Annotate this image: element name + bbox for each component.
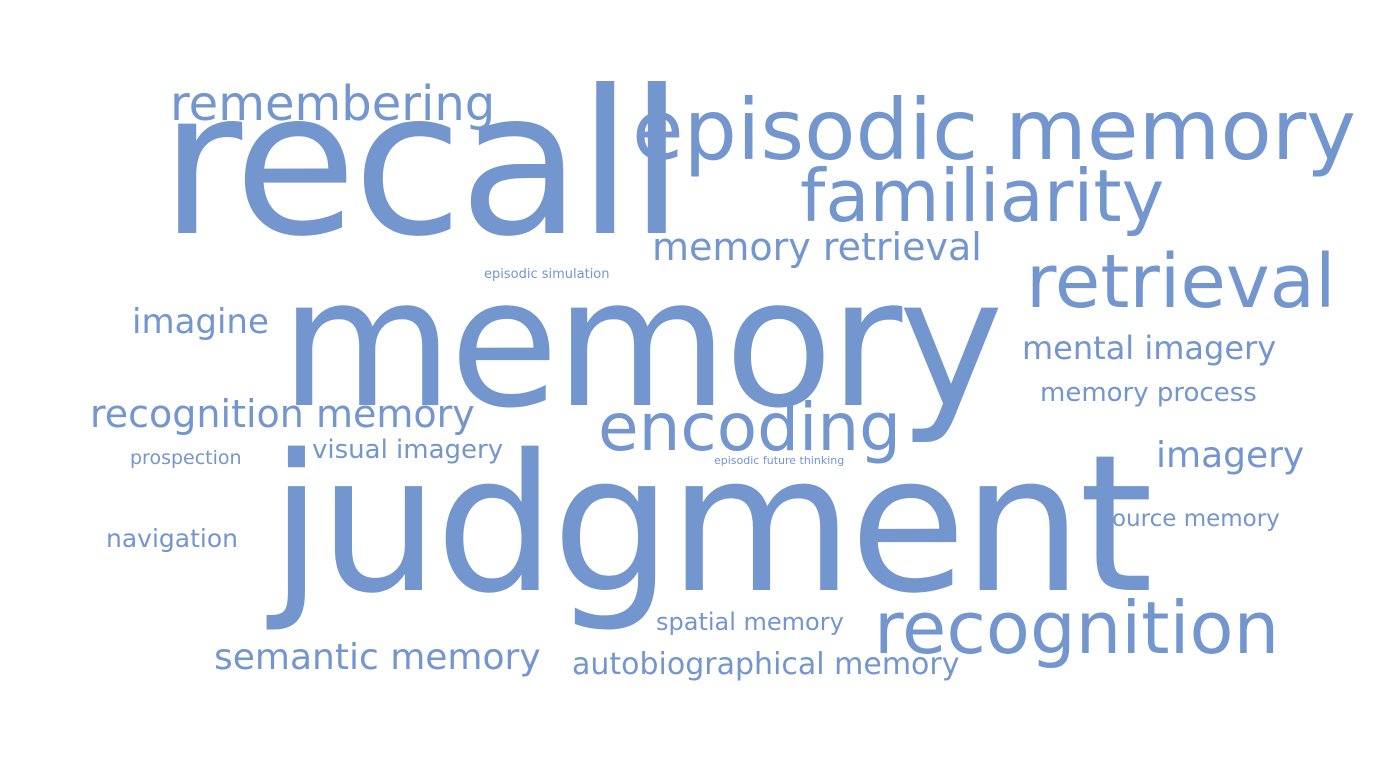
word-familiarity: familiarity (800, 154, 1165, 238)
word-episodic-memory: episodic memory (632, 81, 1357, 179)
word-judgment: judgment (270, 414, 1153, 635)
word-episodic-simulation: episodic simulation (484, 267, 610, 282)
word-episodic-future-thinking: episodic future thinking (714, 454, 845, 467)
word-spatial-memory: spatial memory (656, 608, 844, 636)
word-memory: memory (280, 240, 1004, 447)
word-encoding: encoding (598, 389, 902, 466)
word-remembering: remembering (170, 76, 496, 132)
word-recall: recall (160, 48, 685, 281)
word-prospection: prospection (130, 447, 242, 469)
word-imagery: imagery (1156, 435, 1305, 476)
word-mental-imagery: mental imagery (1022, 329, 1277, 367)
word-navigation: navigation (106, 524, 238, 553)
word-recognition: recognition (874, 586, 1280, 670)
word-memory-process: memory process (1040, 378, 1257, 408)
word-recognition-memory: recognition memory (90, 392, 475, 436)
word-retrieval: retrieval (1026, 239, 1336, 325)
word-memory-retrieval: memory retrieval (652, 225, 982, 269)
word-semantic-memory: semantic memory (214, 637, 541, 678)
word-autobiographical-memory: autobiographical memory (572, 647, 960, 682)
word-source-memory: source memory (1100, 506, 1280, 532)
word-visual-imagery: visual imagery (312, 435, 504, 465)
word-imagine: imagine (132, 302, 269, 342)
